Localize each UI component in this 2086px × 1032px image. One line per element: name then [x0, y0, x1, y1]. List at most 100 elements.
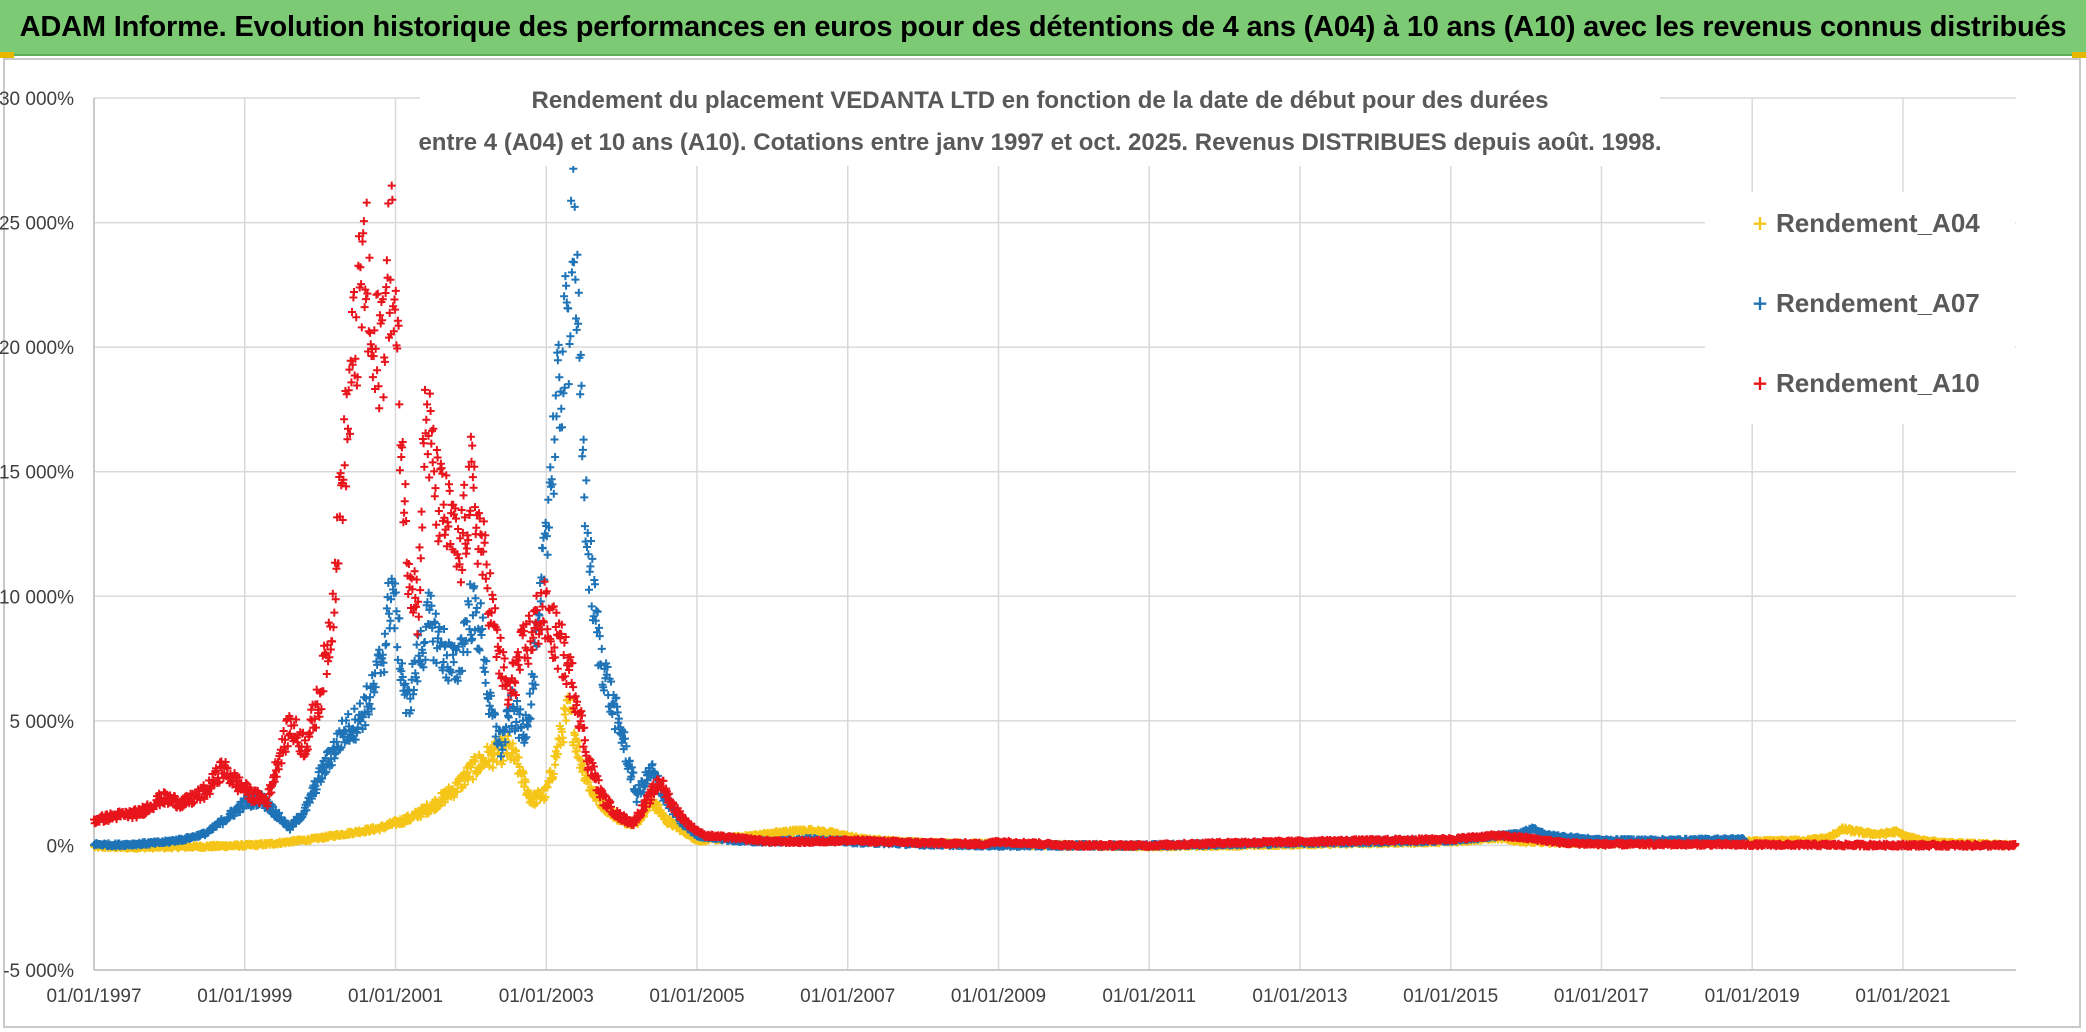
point-a07: [576, 390, 585, 399]
y-tick-label: 20 000%: [0, 338, 74, 359]
point-a07: [573, 250, 582, 259]
point-a04: [508, 739, 517, 748]
point-a07: [463, 648, 472, 657]
point-a04: [488, 746, 497, 755]
point-a04: [551, 760, 560, 769]
point-a07: [392, 607, 401, 616]
point-a07: [550, 435, 559, 444]
point-a04: [514, 753, 523, 762]
x-tick-label: 01/01/2021: [1855, 986, 1950, 1007]
point-a07: [580, 522, 589, 531]
point-a07: [555, 373, 564, 382]
point-a04: [477, 762, 486, 771]
point-a07: [380, 629, 389, 638]
point-a07: [583, 528, 592, 537]
point-a07: [585, 585, 593, 594]
x-tick-label: 01/01/1997: [46, 986, 141, 1007]
point-a07: [465, 625, 474, 634]
point-a04: [453, 787, 462, 796]
point-a07: [586, 562, 595, 571]
x-axis: 01/01/1997 01/01/1999 01/01/2001 01/01/2003…: [46, 969, 2016, 1007]
point-a07: [543, 550, 552, 559]
point-a04: [488, 763, 497, 772]
point-a07: [584, 550, 593, 559]
point-a07: [390, 624, 399, 633]
point-a07: [579, 435, 588, 444]
y-tick-label: 0%: [47, 836, 75, 857]
point-a04: [570, 731, 579, 739]
point-a07: [582, 476, 591, 485]
point-a04: [553, 750, 562, 759]
point-a07: [431, 609, 440, 618]
point-a04: [559, 738, 568, 747]
point-a07: [558, 347, 567, 356]
point-a04: [584, 777, 593, 786]
x-tick-label: 01/01/2015: [1403, 986, 1498, 1007]
point-a07: [355, 699, 364, 708]
point-a07: [413, 677, 422, 686]
series-a07: [90, 164, 1748, 851]
point-a07: [613, 708, 622, 717]
point-a07: [393, 643, 402, 652]
point-a04: [416, 812, 425, 821]
point-a07: [412, 640, 421, 649]
point-a04: [440, 798, 449, 807]
point-a07: [583, 543, 591, 551]
point-a07: [471, 594, 480, 603]
point-a07: [580, 493, 589, 502]
point-a07: [476, 599, 485, 608]
point-a07: [566, 332, 575, 341]
point-a04: [569, 741, 578, 750]
y-tick-label: 30 000%: [0, 89, 74, 110]
point-a07: [564, 304, 573, 313]
point-a07: [449, 658, 458, 667]
point-a04: [471, 757, 479, 766]
point-a04: [460, 780, 469, 789]
x-tick-label: 01/01/2003: [499, 986, 594, 1007]
point-a07: [382, 639, 391, 648]
point-a04: [549, 769, 558, 778]
point-a07: [562, 281, 571, 290]
point-a07: [597, 644, 606, 653]
point-a07: [588, 554, 597, 563]
x-tick-label: 01/01/2011: [1102, 986, 1196, 1007]
point-a07: [513, 697, 521, 705]
point-a07: [577, 381, 586, 390]
x-tick-label: 01/01/2001: [348, 986, 443, 1007]
series-a04: [90, 692, 2020, 853]
point-a07: [409, 686, 418, 694]
point-a04: [562, 716, 571, 725]
point-a07: [420, 638, 429, 646]
point-a07: [481, 678, 490, 687]
point-a07: [557, 404, 566, 413]
x-tick-label: 01/01/1999: [197, 986, 292, 1007]
y-axis: 30 000%25 000%20 000%15 000%10 000%5 000…: [0, 89, 95, 982]
point-a07: [395, 614, 404, 623]
point-a07: [551, 453, 560, 461]
point-a07: [571, 275, 580, 284]
y-tick-label: -5 000%: [3, 961, 74, 982]
point-a07: [574, 288, 583, 297]
y-tick-label: 25 000%: [0, 214, 74, 235]
y-tick-label: 5 000%: [10, 712, 75, 733]
point-a04: [463, 768, 472, 777]
report-banner: ADAM Informe. Evolution historique des p…: [0, 0, 2086, 56]
point-a07: [366, 693, 375, 702]
point-a07: [553, 356, 562, 365]
point-a07: [570, 258, 578, 267]
point-a04: [654, 800, 663, 809]
chart-frame: [3, 58, 2081, 1028]
point-a04: [519, 769, 528, 778]
point-a07: [587, 537, 595, 545]
point-a04: [490, 750, 499, 759]
x-tick-label: 01/01/2017: [1554, 986, 1649, 1007]
point-a04: [468, 775, 477, 784]
point-a07: [553, 348, 562, 357]
x-tick-label: 01/01/2013: [1252, 986, 1347, 1007]
point-a07: [578, 445, 587, 454]
point-a07: [527, 700, 536, 709]
point-a07: [572, 325, 581, 334]
point-a07: [593, 607, 602, 616]
point-a04: [574, 737, 583, 746]
